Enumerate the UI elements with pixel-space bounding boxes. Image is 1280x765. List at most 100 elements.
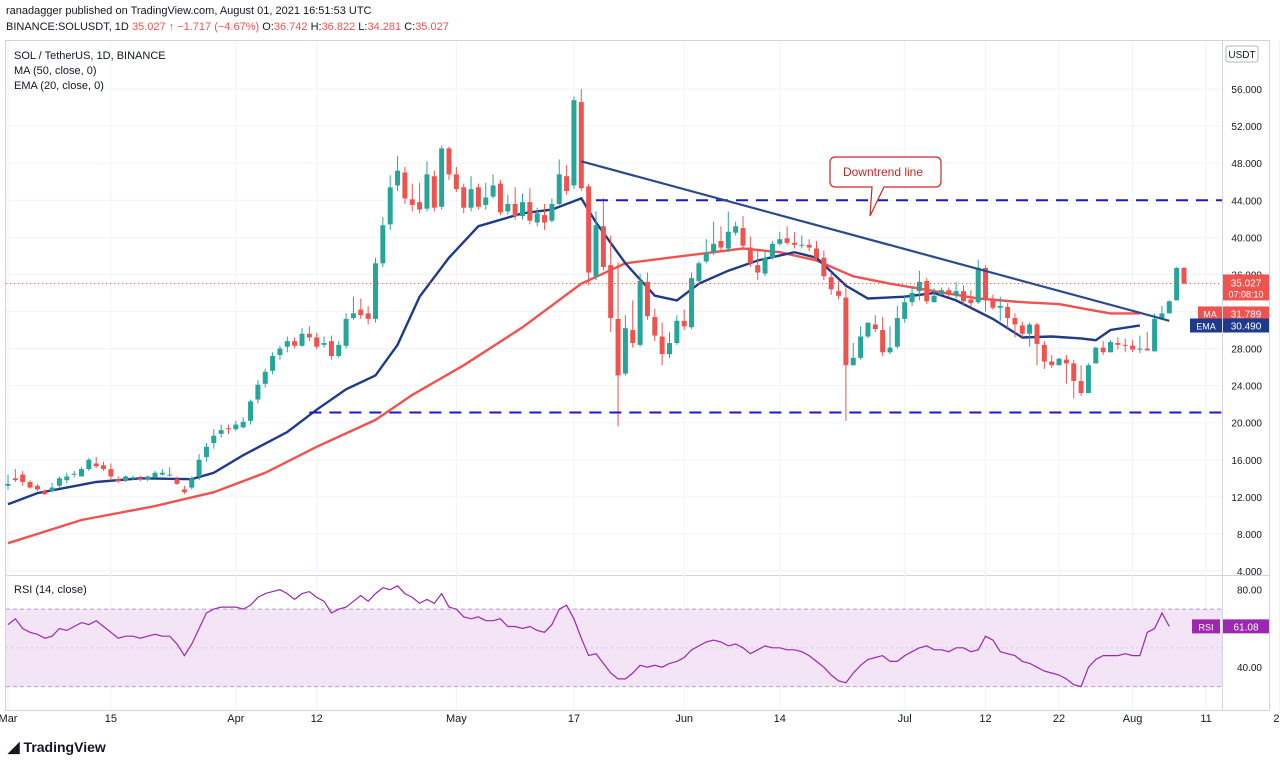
ma-legend: MA (50, close, 0) [14,65,97,77]
candle-body-up [64,476,70,481]
ema-legend: EMA (20, close, 0) [14,80,104,92]
candle-body-up [556,174,562,204]
candle-body-up [79,469,84,477]
candle-body-down [828,277,834,290]
ma-tag-box [1198,306,1222,321]
candle-body-down [108,469,114,477]
candle-body-up [938,290,944,295]
price-tick-label: 20.000 [1231,419,1262,430]
candle-body-up [483,197,489,205]
candle-body-down [358,309,364,316]
rsi-line [7,585,1170,688]
candle-body-down [475,187,481,207]
open-key: O: [262,21,274,33]
candle-body-down [564,176,570,192]
candle-body-up [152,472,158,478]
candle-body-up [468,189,474,208]
candle-body-down [453,174,459,190]
candle-body-up [218,430,224,434]
symbol-ohlc-line: BINANCE:SOLUSDT, 1D 35.027 ↑ −1.717 (−4.… [6,21,449,33]
tradingview-logo-icon: ◢ [8,739,20,756]
tradingview-logo[interactable]: ◢ TradingView [8,738,106,756]
price-tick-label: 4.000 [1237,567,1262,578]
candle-body-up [1085,365,1091,394]
price-chart[interactable]: 4.000 8.000 12.000 16.000 20.000 24.000 28.000… [0,0,1280,728]
candle-body-down [409,199,415,205]
rsi-tag-box [1192,619,1220,634]
price-tick-label: 52.000 [1231,122,1262,133]
candle-body-down [1034,324,1040,344]
ohlc-change: 35.027 ↑ −1.717 (−4.67%) [131,21,260,33]
candle-body-down [527,202,533,221]
candle-body-up [387,187,393,225]
candle-body-down [292,341,298,346]
candle-body-down [542,215,548,223]
candle-body-up [997,305,1003,308]
candle-body-up [975,267,981,303]
candle-body-down [42,491,48,495]
price-badge-countdown: 07:08:10 [1228,289,1263,299]
candle-body-up [255,384,261,400]
candle-body-up [696,263,702,281]
candle-body-down [1012,317,1018,325]
candle-body-up [373,263,378,319]
rsi-tick-label: 80.00 [1237,586,1262,597]
candle-body-down [137,478,143,480]
candle-body-up [56,478,62,486]
candle-body-down [20,474,26,483]
candle-body-up [1166,301,1172,314]
candle-body-up [703,253,709,262]
candle-body-down [93,463,99,467]
price-tick-label: 12.000 [1231,493,1262,504]
time-tick-label: 12 [979,713,991,725]
candle-body-down [983,267,989,301]
candle-body-up [343,318,349,346]
candle-body-down [578,102,584,189]
candle-body-up [953,291,959,295]
candle-body-down [115,479,121,482]
close-key: C: [404,21,416,33]
candle-body-up [123,476,129,481]
candle-body-up [534,213,540,223]
candle-body-down [784,238,790,243]
candle-body-up [909,292,915,303]
candle-body-up [167,474,173,476]
candle-body-down [174,479,180,484]
candle-body-down [417,202,423,210]
time-tick-label: Jul [898,713,912,725]
candle-body-up [799,244,805,246]
callout-box [829,156,942,217]
candle-body-up [270,355,276,371]
ema-value: 30.490 [1231,321,1262,332]
low-key: L: [358,21,368,33]
price-badge [1223,274,1269,301]
time-tick-label: 15 [105,713,117,725]
candle-body-down [1049,361,1055,366]
candle-body-up [887,347,893,353]
high-key: H: [310,21,322,33]
candle-body-up [762,257,768,274]
candle-body-down [1100,347,1106,353]
candle-body-up [130,477,136,479]
close-value: 35.027 [415,21,449,33]
candle-body-up [262,371,268,384]
candle-body-up [689,278,695,328]
candle-body-down [461,187,467,208]
candle-body-up [1093,347,1099,364]
downtrend-callout: Downtrend line [829,156,942,217]
price-tick-label: 28.000 [1231,345,1262,356]
time-tick-label: May [446,713,467,725]
downtrend-line [581,160,1170,322]
price-tick-label: 48.000 [1231,159,1262,170]
candle-body-down [586,186,592,273]
candle-body-up [350,313,356,318]
candle-body-down [1144,348,1150,351]
open-value: 36.742 [273,21,308,33]
candle-body-up [1174,267,1180,301]
price-badge-value: 35.027 [1231,278,1262,289]
publisher-line: ranadagger published on TradingView.com,… [6,5,372,17]
time-tick-label: 11 [1200,713,1211,725]
candle-body-down [615,318,621,376]
candle-body-up [850,357,856,366]
candle-body-up [571,100,577,186]
